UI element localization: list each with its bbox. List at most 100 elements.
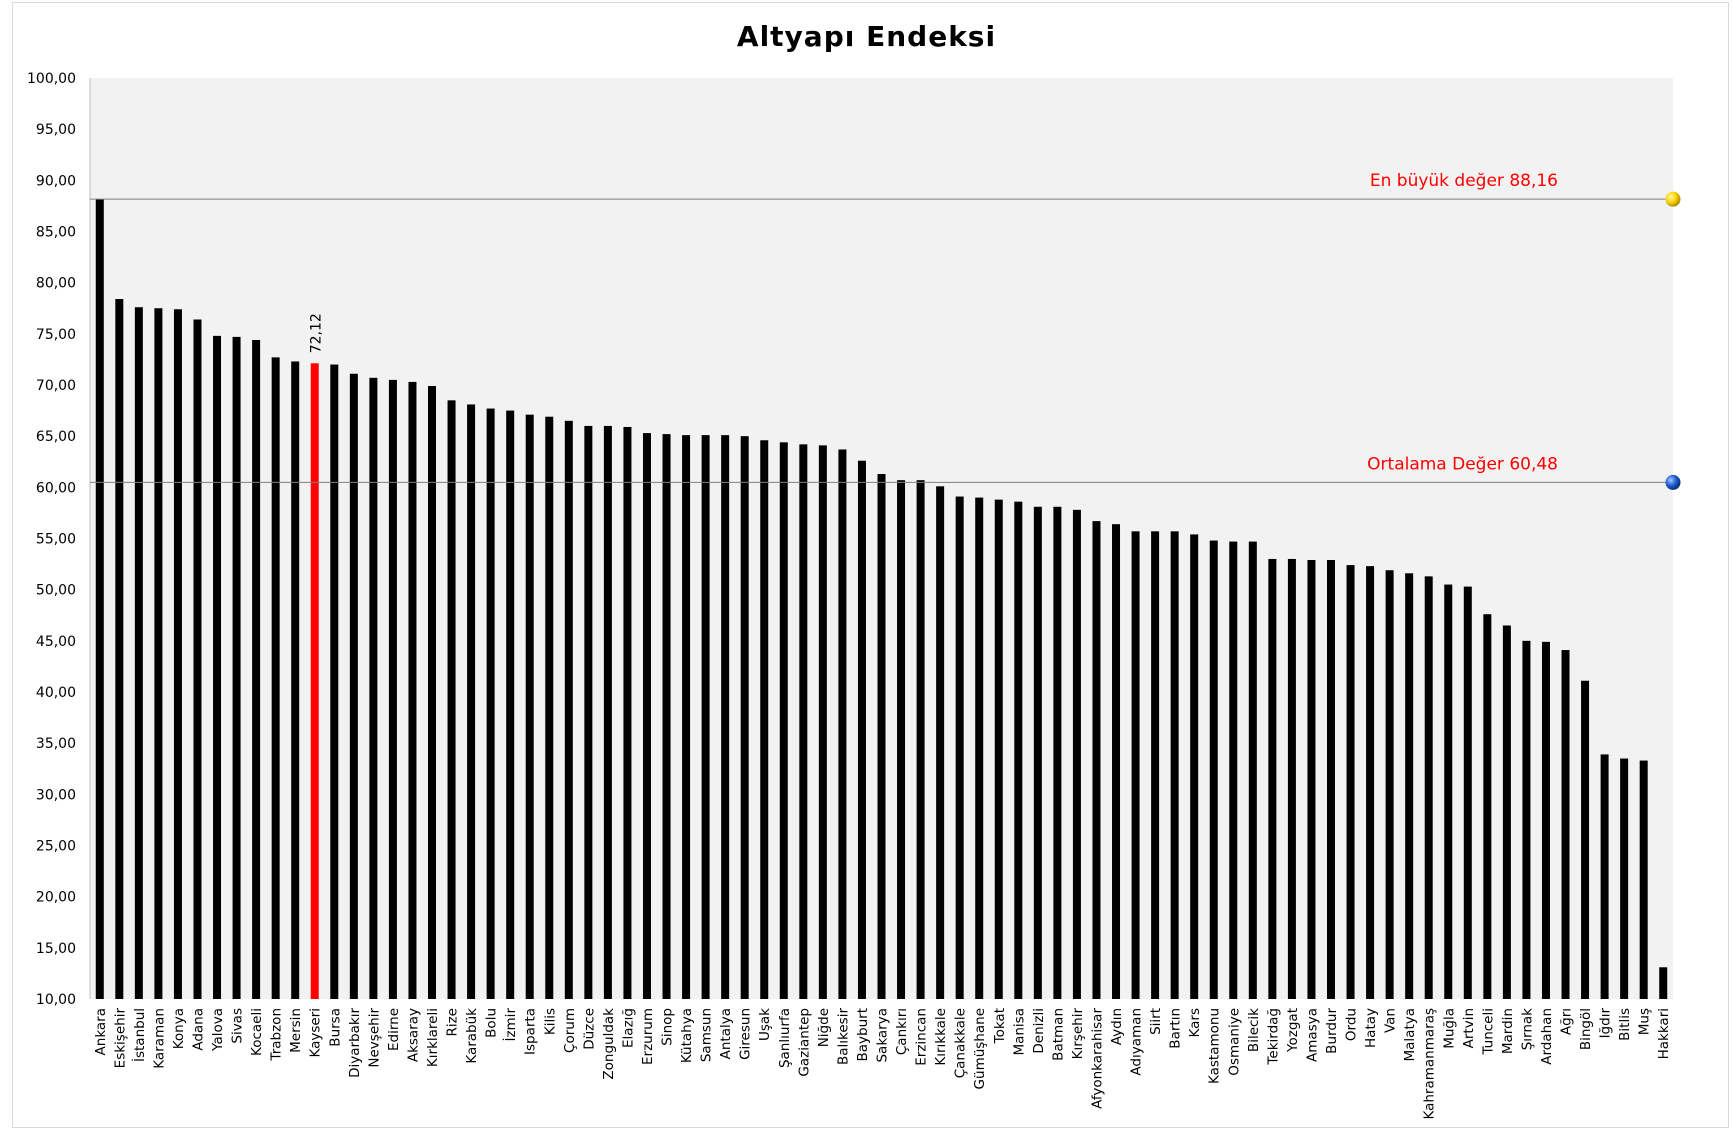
- bar-5: [193, 319, 202, 999]
- x-tick-label: Ordu: [1344, 1008, 1360, 1041]
- chart-title: Altyapı Endeksi: [736, 20, 997, 53]
- bar-51: [1092, 521, 1101, 999]
- x-tick-label: Giresun: [738, 1008, 754, 1060]
- bar-32: [721, 435, 730, 1000]
- bar-21: [506, 410, 515, 999]
- y-tick-label: 20,00: [36, 890, 76, 906]
- x-tick-label: Eskişehir: [112, 1008, 128, 1069]
- bar-52: [1112, 524, 1121, 999]
- bar-46: [994, 499, 1003, 999]
- bar-7: [232, 336, 241, 999]
- y-tick-label: 15,00: [36, 941, 76, 957]
- x-tick-label: Sakarya: [875, 1008, 891, 1063]
- x-tick-label: Elazığ: [620, 1008, 636, 1048]
- y-tick-label: 30,00: [36, 787, 76, 803]
- reference-line-label: En büyük değer 88,16: [1370, 171, 1558, 191]
- bar-1: [115, 299, 124, 999]
- bar-41: [897, 480, 906, 999]
- bar-16: [408, 381, 417, 999]
- bar-68: [1424, 576, 1433, 999]
- bar-14: [369, 377, 378, 999]
- bar-54: [1151, 531, 1160, 999]
- reference-lines: En büyük değer 88,16 Ortalama Değer 60,48: [90, 171, 1681, 490]
- bar-19: [467, 404, 476, 999]
- bar-series: 72,12: [95, 199, 1668, 1000]
- x-tick-label: Ankara: [93, 1008, 109, 1055]
- average-marker-dot: [1665, 474, 1681, 490]
- x-tick-label: Artvin: [1461, 1008, 1477, 1048]
- y-tick-label: 45,00: [36, 634, 76, 650]
- x-tick-label: Manisa: [1011, 1008, 1027, 1056]
- bar-56: [1190, 534, 1199, 999]
- x-tick-label: Yalova: [210, 1008, 226, 1052]
- bar-4: [173, 309, 182, 1000]
- x-tick-label: Nevşehir: [366, 1008, 382, 1068]
- bar-73: [1522, 640, 1531, 999]
- x-tick-label: Denizli: [1031, 1008, 1047, 1054]
- x-tick-label: Aksaray: [405, 1008, 421, 1062]
- bar-50: [1072, 509, 1081, 999]
- x-tick-label: Kırşehir: [1070, 1008, 1086, 1060]
- y-axis-ticks: 10,00 15,00 20,00 25,00 30,00 35,00 40,00 45,00…: [27, 71, 76, 1008]
- y-tick-label: 10,00: [36, 992, 76, 1008]
- x-tick-label: Hakkari: [1656, 1008, 1672, 1059]
- x-tick-label: Balıkesir: [835, 1008, 851, 1065]
- bar-60: [1268, 558, 1277, 999]
- bar-55: [1170, 531, 1179, 999]
- x-tick-label: Kırklareli: [425, 1008, 441, 1067]
- bar-39: [857, 460, 866, 999]
- bar-2: [134, 307, 143, 999]
- bar-28: [642, 433, 651, 999]
- x-tick-label: Batman: [1050, 1008, 1066, 1061]
- x-tick-label: Iğdır: [1598, 1008, 1614, 1039]
- bar-48: [1033, 506, 1042, 999]
- bar-10: [291, 361, 300, 999]
- x-tick-label: Kastamonu: [1207, 1008, 1223, 1084]
- bar-75: [1561, 650, 1570, 999]
- max-marker-dot: [1665, 191, 1681, 207]
- x-tick-label: Adana: [190, 1008, 206, 1051]
- bar-3: [154, 308, 163, 999]
- y-tick-label: 70,00: [36, 378, 76, 394]
- x-tick-label: Mardin: [1500, 1008, 1516, 1054]
- y-tick-label: 35,00: [36, 736, 76, 752]
- bar-79: [1639, 760, 1648, 999]
- x-tick-label: Van: [1383, 1008, 1399, 1033]
- x-tick-label: Karaman: [151, 1008, 167, 1069]
- x-tick-label: Afyonkarahisar: [1089, 1008, 1105, 1109]
- x-tick-label: Tunceli: [1480, 1008, 1496, 1056]
- bar-44: [955, 496, 964, 999]
- x-tick-label: Çanakkale: [953, 1008, 969, 1078]
- bar-34: [760, 440, 769, 999]
- y-tick-label: 60,00: [36, 480, 76, 496]
- x-tick-label: Burdur: [1324, 1008, 1340, 1054]
- bar-20: [486, 408, 495, 1000]
- bar-78: [1620, 758, 1629, 999]
- bar-25: [584, 425, 593, 999]
- bar-8: [252, 339, 261, 999]
- bar-26: [603, 425, 612, 999]
- x-tick-label: Edirne: [386, 1008, 402, 1051]
- x-tick-label: Bitlis: [1617, 1008, 1633, 1041]
- bar-59: [1248, 541, 1257, 999]
- x-tick-label: Adıyaman: [1129, 1008, 1145, 1076]
- bar-42: [916, 480, 925, 999]
- bar-76: [1581, 680, 1590, 999]
- bar-27: [623, 426, 632, 999]
- highlight-data-label: 72,12: [309, 313, 325, 353]
- bar-29: [662, 434, 671, 999]
- bar-36: [799, 444, 808, 999]
- y-tick-label: 65,00: [36, 429, 76, 445]
- bar-23: [545, 416, 554, 999]
- x-tick-label: Bolu: [484, 1008, 500, 1038]
- x-tick-label: Muş: [1637, 1008, 1653, 1035]
- x-tick-label: Konya: [171, 1008, 187, 1049]
- bar-64: [1346, 565, 1355, 999]
- bar-30: [682, 435, 691, 1000]
- x-tick-label: Bilecik: [1246, 1008, 1262, 1052]
- x-tick-label: Malatya: [1402, 1008, 1418, 1062]
- bar-70: [1463, 586, 1472, 999]
- x-tick-label: Samsun: [699, 1008, 715, 1062]
- x-tick-label: Niğde: [816, 1008, 832, 1047]
